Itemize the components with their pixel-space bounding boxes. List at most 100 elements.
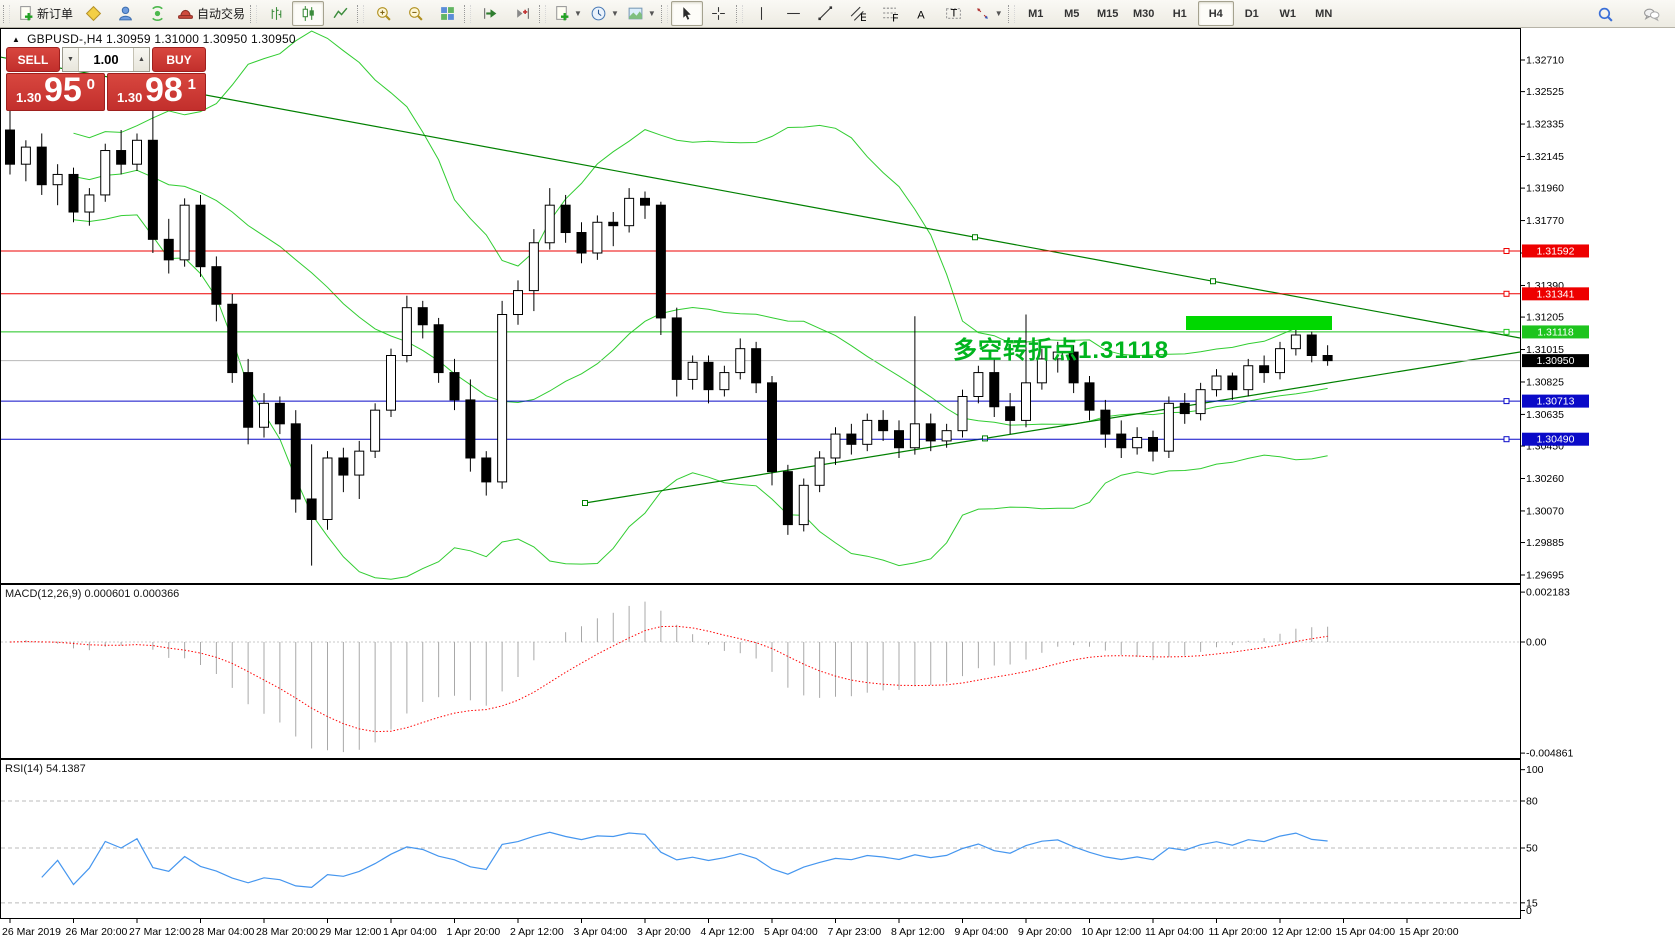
price-tick-label: 1.32335	[1526, 119, 1564, 131]
timeframe-button-mn[interactable]: MN	[1315, 7, 1333, 20]
macd-signal-line	[9, 625, 1328, 733]
timeframe-button-h4[interactable]: H4	[1197, 1, 1234, 26]
time-axis-label: 9 Apr 04:00	[955, 926, 1009, 938]
timeframe-button-m30[interactable]: M30	[1133, 7, 1155, 20]
buy-quote[interactable]: 1.30 98 1	[107, 71, 206, 111]
candlestick-chart-button[interactable]	[292, 1, 325, 26]
cursor-button[interactable]	[670, 1, 703, 26]
svg-text:F: F	[892, 12, 898, 22]
main-chart-canvas[interactable]: 1.32710 1.32525 1.32335 1.32145 1.31960 1.317…	[0, 28, 1675, 584]
timeframe-button-w1[interactable]: W1	[1279, 7, 1296, 20]
vertical-line-icon	[761, 7, 763, 20]
level-line-handle[interactable]	[1503, 290, 1510, 297]
descending-trendline-handle[interactable]	[972, 234, 978, 241]
volume-increase-button[interactable]: ▲	[133, 48, 149, 71]
bar-chart-icon	[271, 7, 281, 20]
level-line-handle[interactable]	[1503, 436, 1510, 443]
level-line-handle[interactable]	[1503, 328, 1510, 335]
line-chart-button[interactable]	[324, 1, 356, 26]
descending-trendline-handle[interactable]	[1210, 278, 1216, 285]
macd-panel-canvas[interactable]: 0.002183 0.00 -0.004861	[0, 584, 1675, 759]
toolbar-grip	[3, 4, 10, 23]
trendline-icon	[818, 6, 833, 21]
price-tick-label: 1.31015	[1526, 344, 1564, 356]
bar-chart-button[interactable]	[260, 1, 292, 26]
arrows-button[interactable]: ▼	[970, 1, 1007, 26]
timeframe-button-d1[interactable]: D1	[1244, 7, 1259, 20]
buy-price-big: 98	[145, 71, 183, 109]
volume-decrease-button[interactable]: ▼	[63, 48, 79, 71]
price-tick-label: 1.31770	[1526, 215, 1564, 227]
pivot-annotation-text[interactable]: 多空转折点1.31118	[953, 337, 1170, 364]
metaeditor-button[interactable]	[77, 1, 109, 26]
zoom-in-button[interactable]	[367, 1, 399, 26]
pointer-group	[670, 1, 735, 26]
tile-windows-button[interactable]	[431, 1, 463, 26]
sell-price-pip: 0	[86, 76, 95, 93]
search-button[interactable]	[1589, 2, 1621, 27]
price-badge-label: 1.30713	[1537, 396, 1575, 408]
sell-quote[interactable]: 1.30 95 0	[6, 71, 105, 111]
time-axis-label: 15 Apr 04:00	[1336, 926, 1396, 938]
rsi-axis-label: 0	[1526, 905, 1532, 917]
buy-button[interactable]: BUY	[152, 47, 206, 72]
chart-shift-button[interactable]	[506, 1, 538, 26]
buy-price-prefix: 1.30	[117, 90, 143, 105]
templates-button[interactable]: ▼	[623, 1, 660, 26]
timeframe-button-h1[interactable]: H1	[1172, 7, 1187, 20]
new-order-button[interactable]: 新订单	[13, 1, 77, 26]
chat-button[interactable]	[1635, 2, 1667, 27]
price-tick-label: 1.31205	[1526, 312, 1564, 324]
sell-price-prefix: 1.30	[16, 90, 42, 105]
toolbar-right-group	[1589, 2, 1667, 27]
time-axis[interactable]: 26 Mar 2019 26 Mar 20:00 27 Mar 12:00 28 Ma…	[0, 919, 1675, 947]
vertical-line-button[interactable]	[746, 1, 778, 26]
templates-icon	[628, 7, 643, 20]
metaeditor-icon	[85, 5, 101, 22]
toolbar-grip	[464, 4, 472, 23]
crosshair-button[interactable]	[703, 1, 735, 26]
zoom-out-button[interactable]	[399, 1, 431, 26]
mql5-community-button[interactable]	[109, 1, 141, 26]
supply-zone-rect[interactable]	[1186, 316, 1332, 330]
equidistant-channel-icon: E	[851, 6, 866, 22]
rsi-panel-canvas[interactable]: 100 80 50 150	[0, 759, 1675, 919]
sell-button[interactable]: SELL	[6, 47, 60, 72]
bollinger-band-mid	[73, 169, 1328, 426]
ascending-trendline-handle[interactable]	[582, 500, 588, 506]
buy-price-pip: 1	[187, 76, 196, 93]
text-button[interactable]: A	[906, 1, 938, 26]
volume-stepper: ▼ ▲	[62, 47, 150, 72]
trendline-button[interactable]	[810, 1, 842, 26]
line-chart-icon	[333, 7, 347, 19]
timeframe-button-m1[interactable]: M1	[1028, 7, 1044, 20]
volume-input[interactable]	[79, 48, 133, 71]
text-label-button[interactable]: T	[938, 1, 970, 26]
periods-button[interactable]: ▼	[586, 1, 623, 26]
indicators-button[interactable]: ▼	[549, 1, 586, 26]
descending-trendline[interactable]	[0, 56, 1520, 339]
timeframe-button-m15[interactable]: M15	[1097, 7, 1119, 20]
auto-scroll-button[interactable]	[474, 1, 506, 26]
macd-frame	[0, 584, 1521, 759]
chevron-down-icon: ▼	[574, 9, 582, 18]
one-click-collapse-icon[interactable]: ▲	[12, 35, 21, 44]
timeframe-button-m5[interactable]: M5	[1064, 7, 1080, 20]
auto-scroll-icon	[483, 8, 496, 19]
ascending-trendline[interactable]	[584, 351, 1520, 504]
level-line-handle[interactable]	[1503, 248, 1510, 254]
fibonacci-retracement-button[interactable]: F	[874, 1, 906, 26]
time-axis-label: 4 Apr 12:00	[701, 926, 755, 938]
sell-price-big: 95	[44, 71, 82, 109]
price-badge	[1522, 432, 1589, 446]
chart-symbol-line: ▲ GBPUSD-,H4 1.30959 1.31000 1.30950 1.30…	[12, 32, 296, 46]
zoom-out-icon	[408, 7, 423, 21]
equidistant-channel-button[interactable]: E	[842, 1, 874, 26]
signals-button[interactable]	[141, 1, 173, 26]
scroll-group	[474, 1, 538, 26]
horizontal-line-button[interactable]	[778, 1, 810, 26]
autotrading-button[interactable]: 自动交易	[173, 1, 249, 26]
level-line-handle[interactable]	[1503, 398, 1510, 405]
zoom-group	[367, 1, 463, 26]
ascending-trendline-handle[interactable]	[982, 435, 988, 442]
